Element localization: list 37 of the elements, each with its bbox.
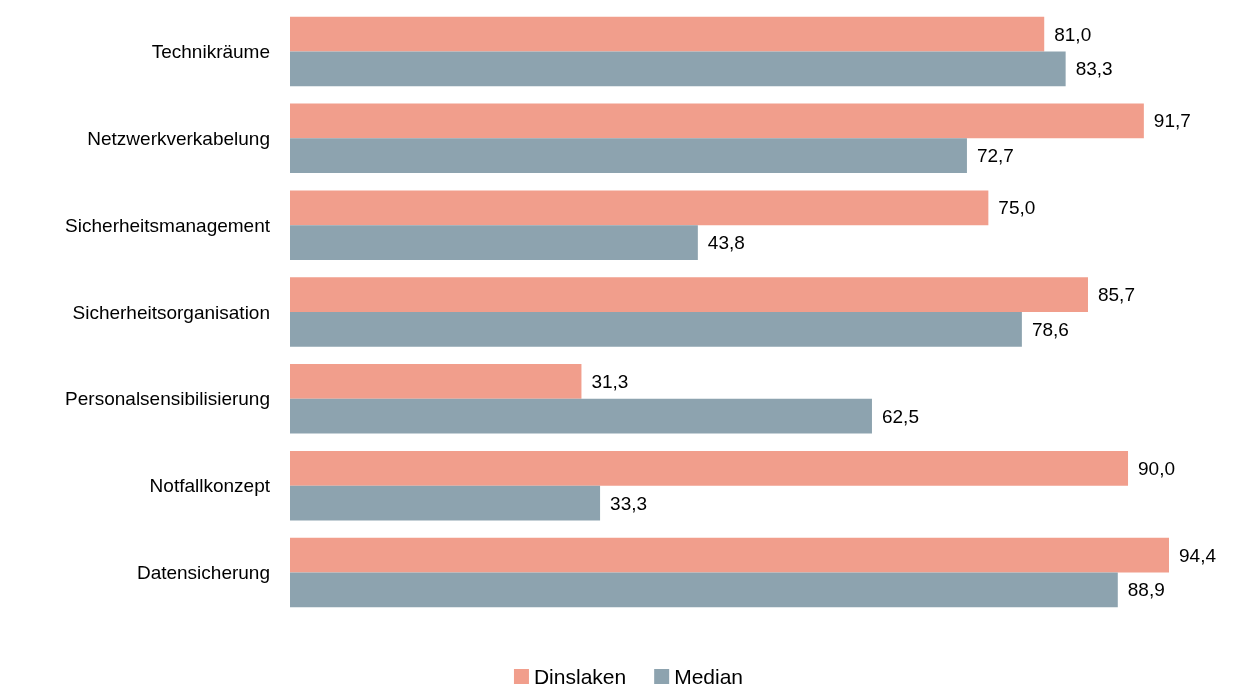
y-tick-label: Sicherheitsmanagement (65, 214, 271, 236)
data-label: 72,7 (976, 145, 1014, 167)
data-label: 75,0 (998, 197, 1036, 219)
y-tick-label: Datensicherung (136, 562, 270, 584)
y-tick-label: Sicherheitsorganisation (72, 301, 270, 323)
data-label: 94,4 (1179, 544, 1217, 566)
bar (290, 485, 601, 521)
bar (290, 364, 582, 399)
bar (290, 277, 1088, 312)
y-tick-label: Personalsensibilisierung (65, 388, 270, 410)
data-label: 83,3 (1075, 58, 1113, 80)
y-tick-label: Netzwerkverkabelung (87, 127, 270, 149)
y-tick-label: Notfallkonzept (149, 475, 271, 497)
bar (290, 537, 1169, 573)
bar (290, 225, 698, 260)
y-tick-label: Technikräume (151, 40, 270, 62)
data-label: 85,7 (1097, 284, 1135, 306)
data-label: 91,7 (1153, 110, 1191, 132)
data-label: 31,3 (591, 370, 629, 392)
bar (290, 51, 1066, 87)
data-label: 88,9 (1127, 579, 1165, 601)
data-label: 81,0 (1054, 23, 1092, 45)
bar (290, 312, 1022, 347)
bar (290, 103, 1144, 139)
data-label: 43,8 (707, 232, 745, 254)
data-label: 33,3 (610, 492, 648, 514)
data-label: 78,6 (1031, 318, 1069, 340)
bar (290, 16, 1045, 52)
bar (290, 398, 872, 434)
bar (290, 572, 1118, 608)
legend-label: Median (674, 665, 744, 688)
data-label: 90,0 (1138, 457, 1176, 479)
bar (290, 450, 1129, 486)
legend-label: Dinslaken (533, 665, 627, 688)
bar (290, 138, 967, 174)
bar (290, 190, 989, 226)
data-label: 62,5 (881, 405, 919, 427)
